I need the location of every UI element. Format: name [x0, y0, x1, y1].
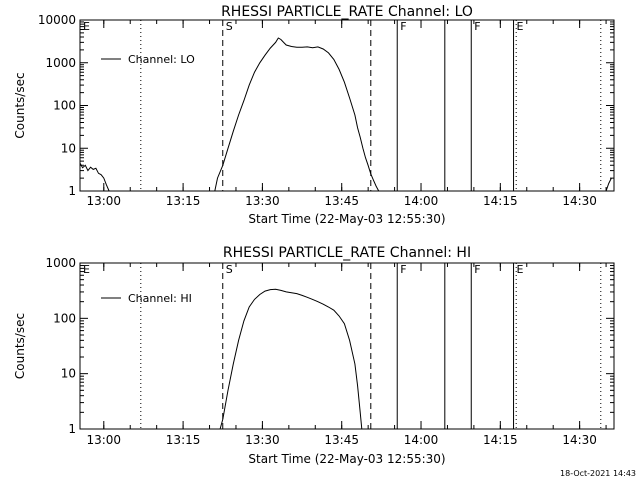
x-tick-label: 13:00 [86, 194, 121, 208]
y-tick-label: 100 [53, 99, 76, 113]
annotation-label: S [226, 263, 233, 276]
annotation-label: E [83, 263, 90, 276]
x-tick-label: 13:15 [166, 433, 201, 447]
y-axis-label: Counts/sec [13, 72, 27, 138]
y-tick-label: 1000 [45, 256, 76, 270]
y-tick-label: 100 [53, 311, 76, 325]
y-axis-label: Counts/sec [13, 313, 27, 379]
annotation-label: S [226, 20, 233, 33]
panel-lo: RHESSI PARTICLE_RATE Channel: LO Counts/s… [13, 4, 615, 226]
x-tick-label: 13:15 [166, 194, 201, 208]
panel-hi: RHESSI PARTICLE_RATE Channel: HI Counts/s… [13, 245, 615, 466]
series-line [79, 162, 110, 192]
y-tick-label: 10 [61, 367, 76, 381]
y-tick-label: 10 [61, 141, 76, 155]
x-axis-label: Start Time (22-May-03 12:55:30) [248, 212, 445, 226]
x-tick-label: 13:30 [245, 194, 280, 208]
y-tick-label: 10000 [38, 13, 76, 27]
annotation-label: E [517, 263, 524, 276]
legend-label: Channel: LO [128, 53, 195, 66]
plot-frame [79, 19, 615, 192]
annotation-label: F [400, 263, 406, 276]
x-axis-label: Start Time (22-May-03 12:55:30) [248, 452, 445, 466]
chart-title: RHESSI PARTICLE_RATE Channel: HI [223, 245, 471, 261]
series-line [605, 177, 612, 192]
x-tick-label: 14:30 [562, 194, 597, 208]
timestamp: 18-Oct-2021 14:43 [560, 469, 636, 478]
annotation-label: F [400, 20, 406, 33]
x-tick-label: 14:15 [483, 433, 518, 447]
x-tick-label: 14:15 [483, 194, 518, 208]
x-tick-label: 13:45 [324, 194, 359, 208]
x-tick-label: 13:00 [86, 433, 121, 447]
annotation-label: F [474, 20, 480, 33]
series-line [219, 288, 363, 430]
series-line [214, 37, 380, 192]
y-tick-label: 1 [68, 422, 76, 436]
annotation-label: F [474, 263, 480, 276]
chart-title: RHESSI PARTICLE_RATE Channel: LO [221, 4, 473, 20]
y-tick-label: 1000 [45, 56, 76, 70]
y-tick-label: 1 [68, 184, 76, 198]
x-tick-label: 13:30 [245, 433, 280, 447]
x-tick-label: 14:00 [404, 194, 439, 208]
x-tick-label: 13:45 [324, 433, 359, 447]
plot-frame [79, 262, 615, 430]
legend-label: Channel: HI [128, 292, 192, 305]
x-tick-label: 14:00 [404, 433, 439, 447]
annotation-label: E [517, 20, 524, 33]
x-tick-label: 14:30 [562, 433, 597, 447]
annotation-label: E [83, 20, 90, 33]
